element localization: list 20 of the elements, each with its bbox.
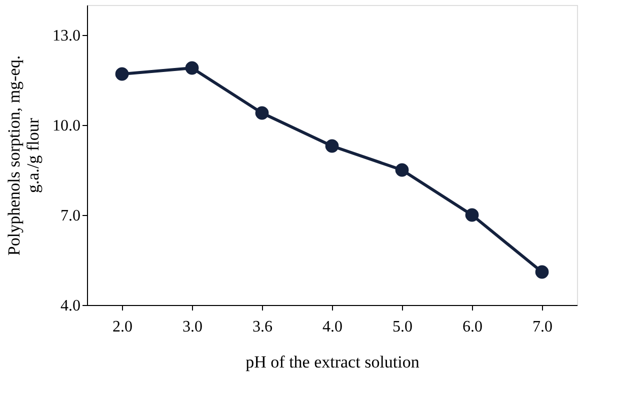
x-tick-label: 3.0	[182, 318, 202, 336]
x-tick-label: 2.0	[112, 318, 132, 336]
x-tick-label: 4.0	[322, 318, 342, 336]
y-tick-label: 13.0	[52, 28, 80, 44]
y-tick-label: 7.0	[60, 208, 80, 224]
y-axis-title: Polyphenols sorption, mg-eq. g.a./g flour	[4, 55, 42, 256]
point	[115, 67, 129, 81]
point	[255, 106, 269, 120]
point	[185, 61, 199, 75]
x-tick-label: 6.0	[462, 318, 482, 336]
point	[535, 265, 549, 279]
y-tick-label: 4.0	[60, 298, 80, 314]
point	[325, 139, 339, 153]
point	[395, 163, 409, 177]
x-axis-title: pH of the extract solution	[246, 352, 420, 372]
x-tick-label: 3.6	[252, 318, 272, 336]
point	[465, 208, 479, 222]
x-tick-label: 7.0	[532, 318, 552, 336]
x-tick-label: 5.0	[392, 318, 412, 336]
y-tick-label: 10.0	[52, 118, 80, 134]
